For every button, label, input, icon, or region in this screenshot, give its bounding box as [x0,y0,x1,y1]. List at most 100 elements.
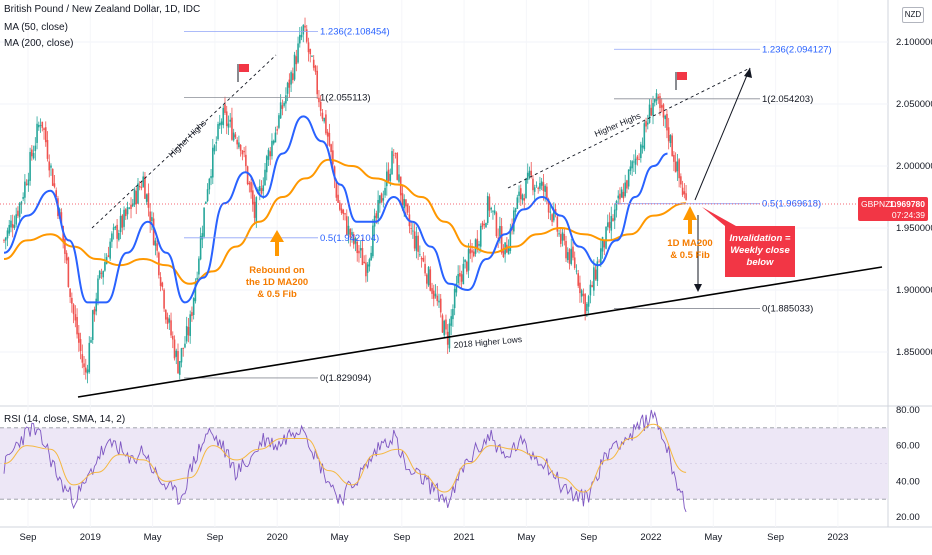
candle-body [674,161,677,173]
candle-body [24,181,26,198]
time-tick-label: 2020 [267,532,288,543]
candle-body [594,269,597,280]
candle-body [173,339,176,359]
candle-body [217,124,219,140]
candle-body [98,270,101,278]
candle-body [227,123,230,128]
candle-body [156,243,158,251]
candle-body [620,189,623,198]
candle-body [521,194,524,201]
candle-body [285,95,287,104]
candle-body [76,317,78,335]
ma50-legend[interactable]: MA (50, close) [4,22,68,33]
candle-body [271,140,273,157]
candle-body [125,209,127,217]
ma200-legend[interactable]: MA (200, close) [4,38,74,49]
candle-body [633,161,635,163]
candle-body [532,178,534,191]
time-tick-label: May [331,532,349,543]
candle-body [163,289,165,309]
candle-body [104,262,106,271]
candle-body [492,210,494,212]
candle-body [130,204,132,210]
candle-body [612,218,614,222]
candle-body [314,65,317,72]
candle-body [539,183,541,189]
candle-body [246,166,249,185]
flag-right-icon [677,72,687,80]
candle-body [406,204,409,213]
candle-body [466,261,468,272]
candle-body [175,350,178,357]
candle-body [118,232,120,240]
candle-body [32,153,35,159]
candle-body [78,332,80,343]
rsi-axis[interactable]: 80.00 60.00 40.00 20.00 [896,405,920,523]
candle-body [255,197,258,222]
chart-title[interactable]: British Pound / New Zealand Dollar, 1D, … [4,4,201,15]
candle-body [140,187,143,189]
candle-body [579,282,581,294]
candle-body [683,191,686,195]
candle-body [53,183,56,187]
candle-body [577,273,579,286]
flag-left-icon [239,64,249,72]
candle-body [97,278,99,302]
candle-body [86,369,89,374]
candle-body [560,234,562,244]
candle-body [339,202,341,210]
candle-body [570,248,573,265]
candle-body [370,252,372,261]
candle-body [629,166,632,171]
candle-body [64,239,66,254]
candle-body [448,323,451,349]
candle-body [342,209,345,214]
candle-body [535,185,538,187]
time-axis[interactable]: Sep 2019 May Sep 2020 May Sep 2021 May Sep 2022 May… [20,532,849,543]
candle-body [613,209,616,221]
price-badge [858,197,928,221]
candle-body [417,235,419,252]
candle-body [208,178,211,190]
candle-body [238,142,240,148]
candle-body [316,70,318,95]
price-pane[interactable] [0,0,888,405]
currency-button[interactable]: NZD [902,7,924,23]
candle-body [337,194,339,203]
candle-body [457,274,459,284]
candle-body [452,308,454,320]
candle-body [300,34,303,38]
candle-body [184,343,186,348]
candle-body [319,101,322,111]
projection-up-arrowhead [744,68,752,78]
candle-series [3,17,687,384]
candle-body [434,293,437,297]
fib-right-label: 0.5(1.969618) [762,199,821,210]
candle-body [112,227,115,231]
candle-body [377,199,379,219]
price-tick-label: 2.100000 [896,37,932,48]
price-axis[interactable]: 2.100000 2.050000 2.000000 1.950000 1.900000… [896,37,932,358]
candle-body [111,233,113,242]
candle-body [44,127,47,143]
candle-body [615,201,618,211]
rsi-legend[interactable]: RSI (14, close, SMA, 14, 2) [4,414,126,425]
candle-body [464,259,466,263]
time-tick-label: May [704,532,722,543]
candle-body [598,261,600,263]
projection-down-arrowhead [694,284,702,292]
candle-body [71,297,73,304]
candle-body [351,232,353,235]
candle-body [410,228,412,229]
candle-body [126,206,129,215]
candle-body [48,161,51,171]
candle-body [232,132,235,141]
candle-body [446,331,449,345]
candle-body [525,178,527,199]
rsi-lines [3,409,687,513]
candle-body [252,190,254,205]
candle-body [267,149,270,160]
candle-body [43,128,45,130]
